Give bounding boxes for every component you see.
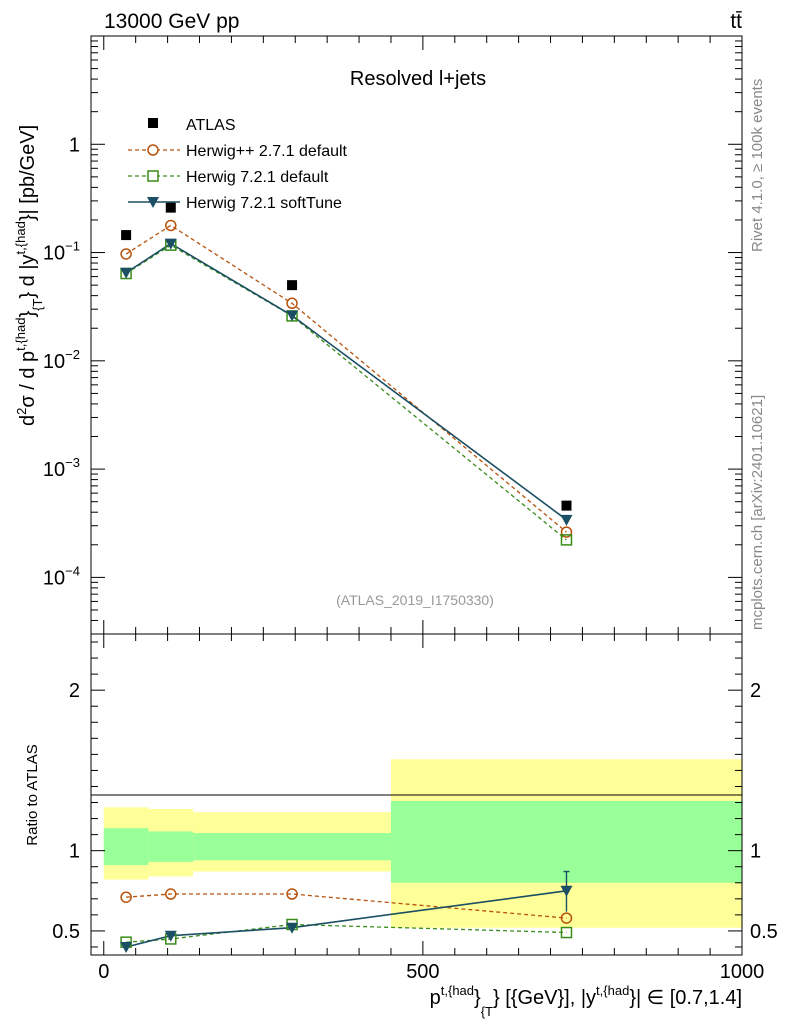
ratio-point-herwig-7-2-1-softtune	[560, 885, 573, 897]
legend-marker-herwig7-softtune	[147, 197, 159, 208]
main-line-herwig-7-2-1-softtune	[125, 242, 567, 521]
legend-label-herwig7-default: Herwig 7.2.1 default	[186, 169, 329, 186]
main-point-herwig-2-7-1-default	[560, 526, 573, 538]
ratio-panel: 0.5 0.5 1 1 2 2 0 500 1000 Ratio to ATLAS pt,{h…	[24, 633, 778, 1019]
ratio-y-tick-label-right: 2	[750, 680, 761, 702]
ratio-point-herwig-7-2-1-softtune	[286, 922, 299, 934]
ratio-y-tick-label-left: 2	[69, 680, 80, 702]
ratio-point-herwig-2-7-1-default	[560, 912, 573, 924]
main-point-herwig-2-7-1-default	[120, 248, 132, 260]
ratio-point-herwig-2-7-1-default	[286, 888, 298, 900]
ratio-point-herwig-7-2-1-softtune	[120, 941, 133, 953]
ratio-x-tick-label: 0	[98, 961, 109, 983]
main-y-tick-label: 1	[69, 134, 80, 156]
process-label: tt̄	[730, 10, 742, 33]
main-point-atlas	[121, 230, 132, 241]
main-point-atlas	[287, 280, 298, 291]
main-line-herwig-7-2-1-default	[125, 244, 567, 541]
ratio-band-stat	[390, 800, 742, 883]
ratio-band-stat	[193, 833, 391, 861]
legend-label-herwig7-softtune: Herwig 7.2.1 softTune	[186, 195, 342, 212]
legend: ATLAS Herwig++ 2.7.1 default Herwig 7.2.…	[128, 117, 348, 212]
ratio-point-herwig-7-2-1-softtune	[164, 930, 177, 942]
source-label: mcplots.cern.ch [arXiv:2401.10621]	[749, 395, 766, 630]
main-y-tick-label: 10−4	[43, 563, 80, 589]
ratio-band-stat	[148, 831, 194, 862]
legend-marker-herwigpp	[147, 144, 159, 156]
main-panel: 1 10−1 10−2 10−3 10−4 Resolved l+jets (ATLAS…	[13, 35, 743, 635]
legend-marker-atlas	[148, 118, 158, 128]
ratio-point-herwig-7-2-1-default	[560, 926, 573, 939]
ratio-y-tick-label-left: 0.5	[52, 921, 80, 943]
ratio-line-herwig-2-7-1-default	[126, 893, 567, 919]
main-point-herwig-7-2-1-softtune	[286, 310, 299, 322]
ratio-y-tick-label-right: 0.5	[750, 921, 778, 943]
rivet-version-label: Rivet 4.1.0, ≥ 100k events	[749, 79, 766, 252]
main-point-atlas	[561, 500, 572, 511]
ratio-plot-frame	[90, 633, 743, 956]
main-point-herwig-7-2-1-softtune	[560, 514, 573, 526]
ratio-point-herwig-2-7-1-default	[120, 891, 132, 903]
legend-marker-herwig7-default	[147, 170, 159, 182]
main-y-tick-label: 10−2	[43, 347, 80, 373]
x-axis-label: pt,{had}{T} [{GeV}], |yt,{had}| ∈ [0.7,1…	[430, 983, 742, 1019]
ratio-band-stat	[103, 828, 149, 866]
energy-label: 13000 GeV pp	[104, 10, 239, 33]
legend-label-herwigpp: Herwig++ 2.7.1 default	[186, 143, 348, 160]
main-y-axis-label: d2σ / d pt,{had}{T} d |yt,{had}| [pb/GeV…	[13, 125, 45, 426]
legend-label-atlas: ATLAS	[186, 117, 236, 134]
main-point-herwig-2-7-1-default	[165, 219, 177, 232]
ratio-line-herwig-7-2-1-softtune	[125, 890, 567, 948]
analysis-label: (ATLAS_2019_I1750330)	[336, 592, 494, 608]
ratio-point-herwig-2-7-1-default	[165, 888, 177, 900]
main-point-herwig-7-2-1-softtune	[164, 238, 177, 250]
ratio-y-tick-label-right: 1	[750, 841, 761, 863]
main-point-herwig-7-2-1-softtune	[120, 267, 133, 279]
ratio-y-axis-label: Ratio to ATLAS	[24, 744, 41, 845]
ratio-x-tick-label: 500	[406, 961, 439, 983]
main-point-herwig-2-7-1-default	[286, 297, 298, 310]
ratio-x-tick-label: 1000	[720, 961, 765, 983]
main-y-tick-label: 10−3	[43, 455, 80, 481]
main-title: Resolved l+jets	[350, 68, 486, 90]
main-point-atlas	[165, 202, 176, 213]
ratio-y-tick-label-left: 1	[69, 841, 80, 863]
main-point-herwig-7-2-1-default	[560, 534, 573, 546]
main-y-tick-label: 10−1	[43, 239, 80, 265]
